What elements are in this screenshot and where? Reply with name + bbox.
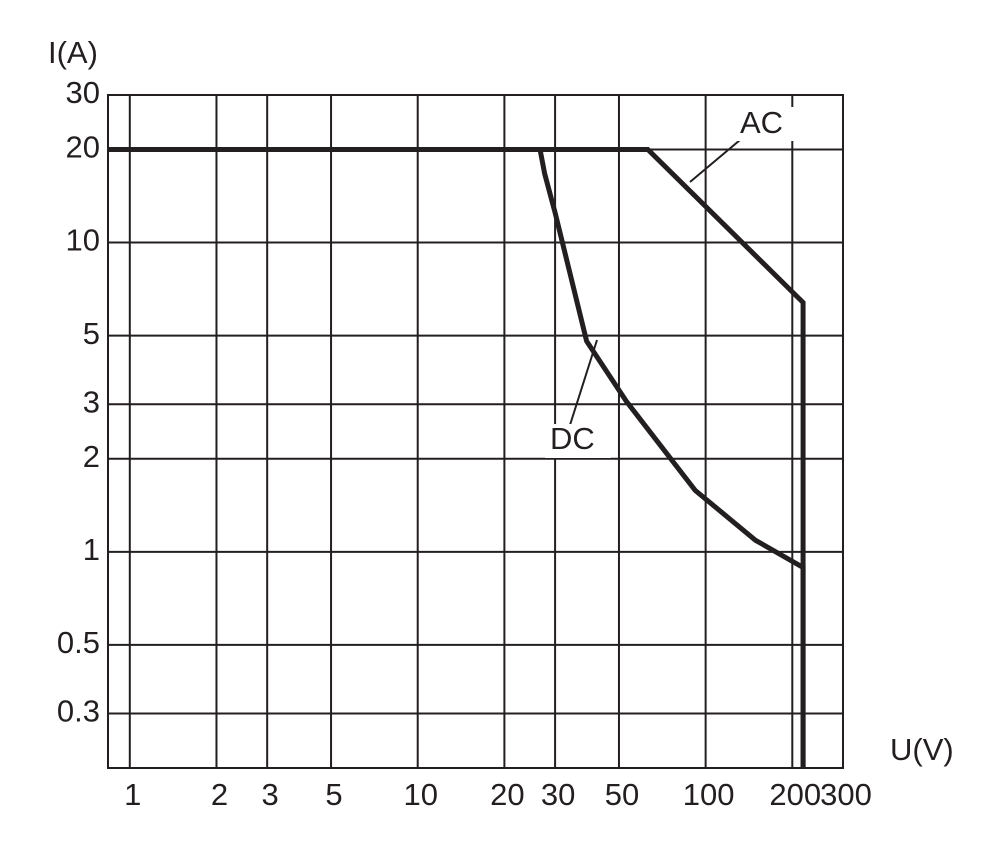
x-tick-label: 2 [211, 777, 228, 812]
x-tick-label: 10 [403, 777, 437, 812]
label-bg [735, 107, 800, 141]
x-tick-label: 5 [325, 777, 342, 812]
x-tick-label: 200 [769, 777, 821, 812]
x-tick-label: 1 [124, 777, 141, 812]
x-tick-label: 3 [262, 777, 279, 812]
y-tick-label: 20 [66, 130, 100, 165]
y-tick-label: 5 [83, 316, 100, 351]
x-axis-label: U(V) [890, 732, 954, 767]
series-label: DC [550, 421, 595, 456]
y-tick-label: 3 [83, 384, 100, 419]
x-tick-label: 20 [490, 777, 524, 812]
y-tick-label: 30 [66, 75, 100, 110]
leader-line [569, 339, 598, 426]
series-label: AC [740, 105, 783, 140]
y-tick-label: 0.3 [57, 694, 100, 729]
x-tick-label: 100 [683, 777, 735, 812]
y-tick-label: 2 [83, 439, 100, 474]
plot-frame [107, 94, 844, 769]
y-tick-label: 0.5 [57, 625, 100, 660]
y-axis-label: I(A) [48, 35, 98, 70]
series-line [108, 146, 806, 768]
leader-line [689, 139, 741, 183]
x-tick-label: 300 [820, 777, 872, 812]
y-tick-label: 10 [66, 223, 100, 258]
x-tick-label: 30 [541, 777, 575, 812]
label-bg [545, 424, 611, 458]
x-tick-label: 50 [605, 777, 639, 812]
y-tick-label: 1 [83, 532, 100, 567]
